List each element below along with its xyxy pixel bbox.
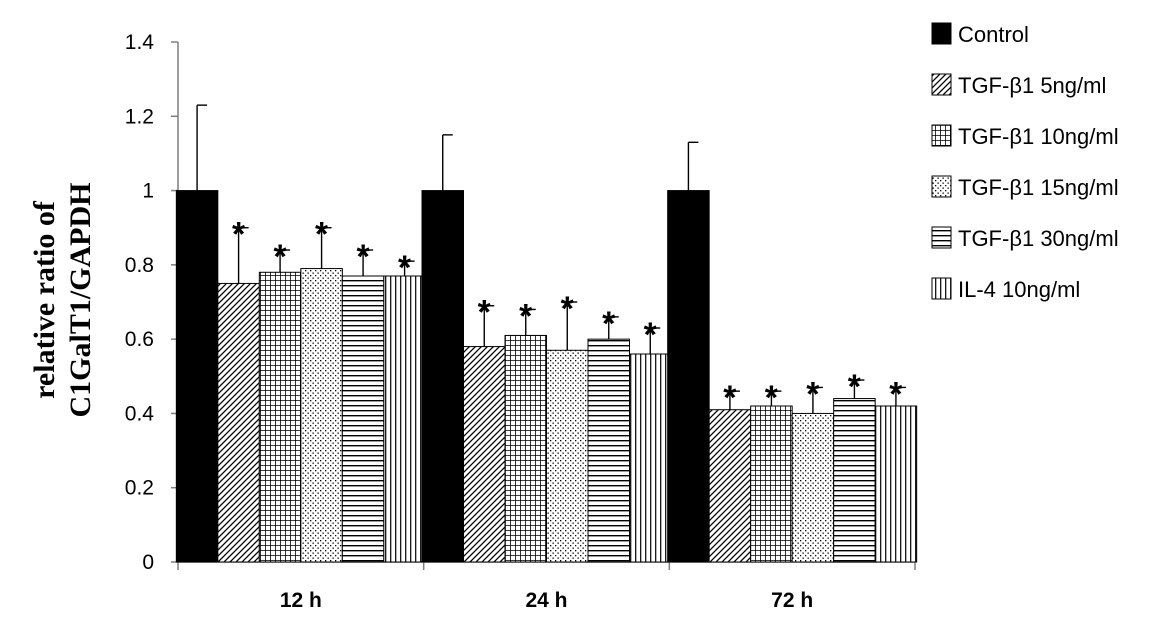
bar bbox=[175, 190, 219, 563]
significance-marker: * bbox=[806, 375, 820, 413]
bar bbox=[791, 412, 835, 563]
significance-marker: * bbox=[356, 238, 370, 276]
legend-swatch bbox=[931, 226, 952, 249]
legend-label: IL-4 10ng/ml bbox=[958, 277, 1080, 302]
x-axis: 12 h 24 h 72 h bbox=[177, 561, 916, 612]
bar bbox=[463, 346, 506, 563]
y-axis-label-line2: C1GalT1/GAPDH bbox=[64, 182, 97, 417]
bar bbox=[300, 268, 343, 563]
bar bbox=[629, 353, 672, 563]
legend-label: TGF-β1 5ng/ml bbox=[958, 73, 1106, 98]
significance-marker: * bbox=[232, 216, 246, 254]
significance-marker: * bbox=[478, 294, 492, 332]
significance-marker: * bbox=[602, 305, 616, 343]
bar-series-group: * * * * * * * * * * * * * * * bbox=[175, 104, 918, 563]
significance-marker: * bbox=[765, 379, 779, 417]
bar bbox=[258, 271, 302, 563]
bar bbox=[587, 338, 630, 563]
y-axis: 0 0.2 0.4 0.6 0.8 1 1.2 1.4 bbox=[125, 31, 179, 574]
y-tick-label: 0.4 bbox=[125, 402, 155, 425]
x-tick-label: 72 h bbox=[771, 589, 813, 612]
y-tick-label: 0 bbox=[142, 551, 154, 574]
significance-marker: * bbox=[561, 290, 575, 328]
significance-marker: * bbox=[644, 316, 658, 354]
y-tick-label: 0.2 bbox=[125, 477, 154, 500]
legend-swatch bbox=[931, 124, 952, 147]
bar bbox=[383, 275, 426, 563]
significance-marker: * bbox=[398, 249, 412, 287]
legend-label: TGF-β1 10ng/ml bbox=[958, 124, 1119, 149]
bar bbox=[874, 405, 918, 563]
bar bbox=[504, 334, 547, 563]
significance-marker: * bbox=[519, 297, 533, 335]
legend-swatch bbox=[931, 73, 952, 96]
legend-label: TGF-β1 30ng/ml bbox=[958, 226, 1119, 251]
bar bbox=[833, 398, 876, 563]
x-tick-label: 12 h bbox=[280, 589, 322, 612]
bar bbox=[341, 275, 385, 563]
bar bbox=[750, 405, 793, 563]
bar bbox=[421, 190, 464, 563]
significance-marker: * bbox=[848, 368, 862, 406]
y-tick-label: 1 bbox=[142, 180, 154, 203]
bar bbox=[667, 190, 710, 563]
significance-marker: * bbox=[315, 216, 329, 254]
significance-marker: * bbox=[723, 379, 737, 417]
bar bbox=[546, 349, 589, 563]
significance-marker: * bbox=[889, 375, 903, 413]
legend-label: Control bbox=[958, 22, 1029, 47]
y-tick-label: 0.8 bbox=[125, 254, 154, 277]
legend-label: TGF-β1 15ng/ml bbox=[958, 175, 1119, 200]
y-axis-label-line1: relative ratio of bbox=[28, 200, 61, 399]
y-tick-label: 1.4 bbox=[125, 31, 155, 54]
x-tick-label: 24 h bbox=[525, 589, 567, 612]
bar bbox=[217, 282, 260, 563]
y-tick-label: 1.2 bbox=[125, 105, 154, 128]
legend-swatch bbox=[931, 175, 952, 198]
y-tick-label: 0.6 bbox=[125, 328, 154, 351]
legend-swatch bbox=[931, 22, 952, 45]
legend-swatch bbox=[931, 277, 952, 300]
bar bbox=[708, 409, 752, 563]
legend: Control TGF-β1 5ng/ml TGF-β1 10ng/ml TGF-β1… bbox=[931, 22, 1119, 302]
significance-marker: * bbox=[273, 238, 287, 276]
